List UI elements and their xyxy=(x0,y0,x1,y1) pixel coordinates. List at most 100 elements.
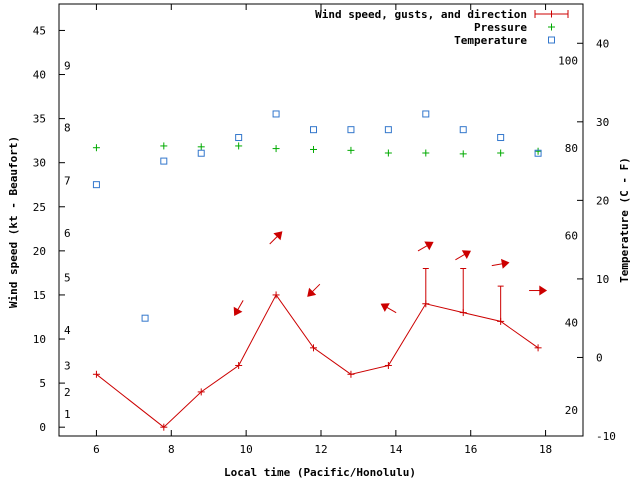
wind-direction-arrow-shaft xyxy=(237,300,244,310)
wind-direction-arrow-shaft xyxy=(386,306,397,314)
pressure-point xyxy=(235,142,243,150)
pressure-point xyxy=(310,145,318,153)
wind-direction-arrow-head xyxy=(380,303,390,312)
fahrenheit-label: 80 xyxy=(565,142,578,155)
y-tick-label-celsius: 10 xyxy=(596,273,609,286)
wind-speed-point xyxy=(534,344,542,352)
pressure-point xyxy=(422,149,430,157)
beaufort-label: 6 xyxy=(64,227,71,240)
x-axis-title: Local time (Pacific/Honolulu) xyxy=(224,466,416,479)
wind-direction-arrow-head xyxy=(461,250,471,259)
y-tick-label-celsius: -10 xyxy=(596,430,616,443)
wind-direction-arrow-shaft xyxy=(417,245,428,252)
wind-speed-point xyxy=(422,300,430,308)
wind-speed-point xyxy=(310,344,318,352)
y-tick-label-kt: 0 xyxy=(39,421,46,434)
temperature-point xyxy=(235,134,243,142)
temperature-point xyxy=(310,126,318,134)
y-tick-label-celsius: 40 xyxy=(596,37,609,50)
beaufort-label: 8 xyxy=(64,121,71,134)
wind-speed-point xyxy=(497,317,505,325)
y-tick-label-kt: 20 xyxy=(33,245,46,258)
pressure-point xyxy=(459,150,467,158)
y-axis-title-left: Wind speed (kt - Beaufort) xyxy=(7,136,20,308)
y-axis-title-right: Temperature (C - F) xyxy=(618,157,631,283)
pressure-point xyxy=(92,144,100,152)
y-tick-label-kt: 40 xyxy=(33,69,46,82)
pressure-point xyxy=(534,147,542,155)
wind-direction-arrow-shaft xyxy=(455,253,466,261)
y-tick-label-kt: 10 xyxy=(33,333,46,346)
wind-speed-point xyxy=(272,291,280,299)
pressure-point xyxy=(347,146,355,154)
wind-direction-arrow-shaft xyxy=(269,236,278,245)
pressure-point xyxy=(384,149,392,157)
beaufort-label: 4 xyxy=(64,324,71,337)
wind-direction-arrow-head xyxy=(233,306,243,316)
x-tick-label: 12 xyxy=(314,443,327,456)
beaufort-label: 5 xyxy=(64,271,71,284)
x-tick-label: 10 xyxy=(240,443,253,456)
temperature-point xyxy=(160,157,168,165)
legend-label-pressure: Pressure xyxy=(474,21,527,34)
wind-direction-arrow-head xyxy=(424,241,434,251)
wind-direction-arrow-head xyxy=(539,285,548,296)
fahrenheit-label: 40 xyxy=(565,317,578,330)
temperature-point xyxy=(534,149,542,157)
wind-speed-point xyxy=(197,388,205,396)
wind-speed-point xyxy=(235,361,243,369)
y-tick-label-kt: 35 xyxy=(33,113,46,126)
x-tick-label: 6 xyxy=(93,443,100,456)
temperature-point xyxy=(141,314,149,322)
legend-sample-wind-marker xyxy=(548,10,555,18)
legend-label-wind: Wind speed, gusts, and direction xyxy=(315,8,527,21)
temperature-point xyxy=(459,126,467,134)
y-tick-label-kt: 5 xyxy=(39,377,46,390)
series-layer xyxy=(92,110,548,431)
temperature-point xyxy=(497,134,505,142)
wind-speed-point xyxy=(347,370,355,378)
wind-speed-point xyxy=(459,309,467,317)
x-tick-label: 8 xyxy=(168,443,175,456)
wind-speed-point xyxy=(384,361,392,369)
axis-layer: 6 8 10 12 14 16 18051015202530354045123456789-… xyxy=(33,3,616,456)
legend-label-temperature: Temperature xyxy=(454,34,527,47)
temperature-point xyxy=(272,110,280,118)
legend-sample-temperature xyxy=(548,36,555,44)
wind-speed-line xyxy=(96,293,539,428)
temperature-point xyxy=(384,126,392,134)
temperature-point xyxy=(92,181,100,189)
x-tick-label: 14 xyxy=(389,443,403,456)
pressure-point xyxy=(160,142,168,150)
pressure-point xyxy=(197,143,205,151)
beaufort-label: 7 xyxy=(64,174,71,187)
fahrenheit-label: 20 xyxy=(565,404,578,417)
beaufort-label: 3 xyxy=(64,359,71,372)
y-tick-label-celsius: 20 xyxy=(596,194,609,207)
wind-direction-arrow-head xyxy=(307,287,317,297)
wind-direction-arrow-head xyxy=(273,231,283,241)
wind-direction-arrow-shaft xyxy=(311,283,321,293)
beaufort-label: 1 xyxy=(64,408,71,421)
x-tick-label: 16 xyxy=(464,443,477,456)
wind-speed-point xyxy=(92,370,100,378)
temperature-point xyxy=(422,110,430,118)
y-tick-label-kt: 25 xyxy=(33,201,46,214)
wind-direction-arrow-head xyxy=(501,258,510,269)
pressure-point xyxy=(272,145,280,153)
y-tick-label-celsius: 0 xyxy=(596,351,603,364)
temperature-point xyxy=(197,149,205,157)
temperature-point xyxy=(347,126,355,134)
beaufort-label: 2 xyxy=(64,386,71,399)
y-tick-label-kt: 45 xyxy=(33,24,46,37)
legend-sample-pressure xyxy=(548,23,555,31)
pressure-point xyxy=(497,149,505,157)
wind-speed-point xyxy=(160,423,168,431)
fahrenheit-label: 100 xyxy=(558,55,578,68)
legend: Wind speed, gusts, and direction Pressur… xyxy=(315,8,569,47)
y-tick-label-kt: 30 xyxy=(33,157,46,170)
beaufort-label: 9 xyxy=(64,60,71,73)
y-tick-label-celsius: 30 xyxy=(596,116,609,129)
